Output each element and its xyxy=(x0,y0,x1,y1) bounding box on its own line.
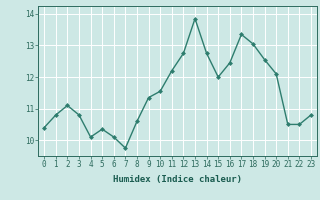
X-axis label: Humidex (Indice chaleur): Humidex (Indice chaleur) xyxy=(113,175,242,184)
